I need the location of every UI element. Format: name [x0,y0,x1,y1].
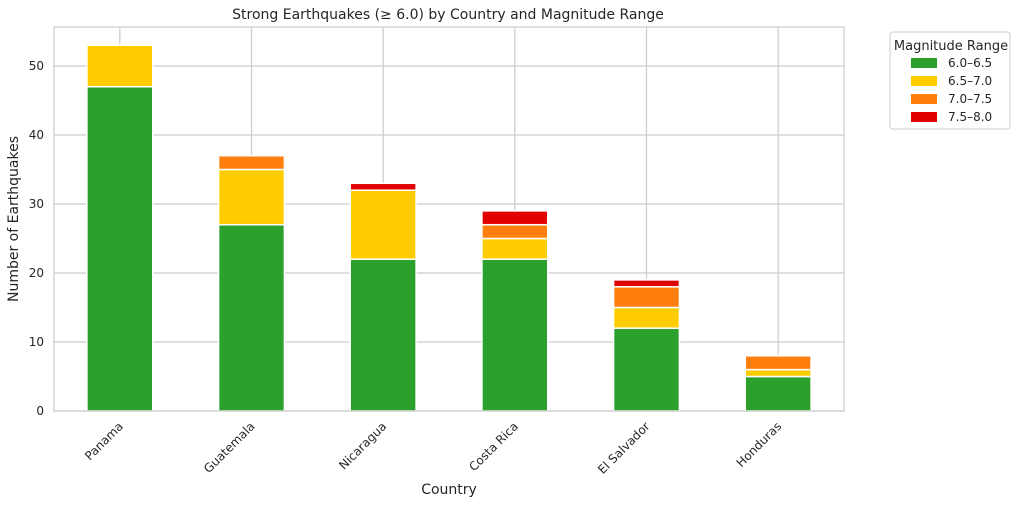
bars [86,44,812,412]
bar-segment [217,223,286,412]
bar-segment [612,306,681,329]
bar-segment [86,85,154,412]
bar-segment [349,189,417,260]
legend: Magnitude Range 6.0–6.5 6.5–7.0 7.0–7.5 7.5… [889,31,1011,130]
y-axis-ticks: 0 10 20 30 40 50 [29,59,44,418]
y-tick-label: 50 [29,59,44,73]
bar-segment [744,368,812,378]
bar-segment [217,154,286,171]
legend-frame [889,31,1011,130]
legend-label: 6.0–6.5 [948,56,992,70]
y-tick-label: 20 [29,266,44,280]
y-tick-label: 30 [29,197,44,211]
bar-segment [349,182,417,191]
bar-segment [481,258,549,412]
legend-swatch [911,76,937,86]
legend-label: 7.5–8.0 [948,110,992,124]
bar-segment [744,355,812,371]
bar-segment [744,375,812,412]
y-axis-label: Number of Earthquakes [6,136,22,302]
legend-label: 7.0–7.5 [948,92,992,106]
legend-label: 6.5–7.0 [948,74,992,88]
bar-segment [86,44,154,88]
bar-segment [481,237,549,260]
bar-segment [612,327,681,412]
bar-segment [612,279,681,288]
legend-swatch [911,112,937,122]
y-tick-label: 10 [29,335,44,349]
legend-swatch [911,94,937,104]
bar-segment [481,210,549,226]
bar-segment [612,286,681,309]
plot-background [54,27,844,411]
legend-items: 6.0–6.5 6.5–7.0 7.0–7.5 7.5–8.0 [911,56,992,124]
x-axis-label: Country [421,482,477,498]
legend-title: Magnitude Range [894,39,1008,54]
legend-swatch [911,58,937,68]
bar-segment [217,168,286,226]
bar-segment [349,258,417,412]
plot-frame [53,26,845,412]
y-tick-label: 0 [36,404,44,418]
chart-title: Strong Earthquakes (≥ 6.0) by Country an… [232,7,664,23]
plot-area [53,26,845,412]
bar-segment [481,223,549,240]
y-tick-label: 40 [29,128,44,142]
